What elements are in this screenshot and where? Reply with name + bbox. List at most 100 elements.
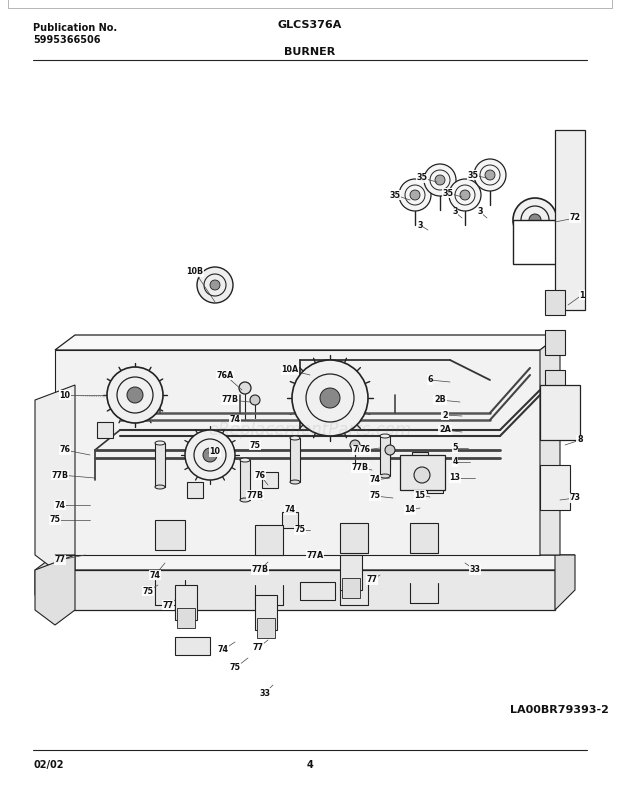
Circle shape [399, 179, 431, 211]
Text: 3: 3 [417, 220, 423, 229]
Text: 1: 1 [579, 290, 585, 300]
Bar [540, 385, 580, 440]
Circle shape [435, 175, 445, 185]
Text: 35: 35 [417, 174, 428, 182]
Polygon shape [540, 335, 560, 555]
Bar [187, 482, 203, 498]
Bar [412, 452, 428, 468]
Text: 75: 75 [249, 440, 260, 450]
Text: 02/02: 02/02 [33, 760, 63, 770]
Circle shape [474, 159, 506, 191]
Bar [282, 512, 298, 528]
Text: 77: 77 [366, 576, 378, 584]
Text: 10B: 10B [187, 267, 203, 277]
Text: 73: 73 [570, 493, 580, 503]
Text: eReplacementParts.com: eReplacementParts.com [208, 421, 412, 439]
Text: 3: 3 [477, 208, 483, 216]
Circle shape [410, 190, 420, 200]
Circle shape [203, 448, 217, 462]
Circle shape [127, 387, 143, 403]
Text: 77: 77 [252, 643, 264, 653]
Circle shape [460, 190, 470, 200]
Bar [545, 370, 565, 395]
Text: 77B: 77B [51, 470, 69, 480]
Text: 76: 76 [254, 470, 265, 480]
Text: 74: 74 [218, 646, 229, 654]
Circle shape [239, 382, 251, 394]
Text: 15: 15 [415, 491, 425, 500]
Polygon shape [55, 350, 540, 555]
Text: 74: 74 [370, 476, 381, 485]
Text: 76: 76 [360, 446, 371, 454]
Text: 77: 77 [55, 556, 66, 565]
Bar [255, 595, 277, 630]
Ellipse shape [155, 485, 165, 489]
Text: Publication No.: Publication No. [33, 23, 117, 33]
Circle shape [449, 179, 481, 211]
Text: 2: 2 [442, 411, 448, 419]
Bar [427, 477, 443, 493]
Text: 75: 75 [50, 515, 61, 524]
Bar [177, 608, 195, 628]
Bar [257, 618, 275, 638]
Bar [340, 555, 362, 590]
Bar [342, 578, 360, 598]
Text: 5995366506: 5995366506 [33, 35, 100, 45]
Bar [380, 436, 390, 476]
Text: 74: 74 [285, 505, 296, 515]
Ellipse shape [155, 441, 165, 445]
Text: 74: 74 [55, 500, 66, 509]
Circle shape [197, 267, 233, 303]
Text: 77: 77 [162, 600, 174, 610]
Text: 35: 35 [389, 190, 401, 200]
Circle shape [485, 170, 495, 180]
Bar [175, 585, 197, 620]
Text: 75: 75 [294, 526, 306, 534]
Bar [155, 520, 185, 550]
Text: 77B: 77B [221, 396, 239, 404]
Circle shape [185, 430, 235, 480]
Circle shape [250, 395, 260, 405]
Bar [545, 290, 565, 315]
Circle shape [513, 198, 557, 242]
Bar [97, 422, 113, 438]
Circle shape [529, 214, 541, 226]
Bar [300, 582, 335, 600]
Circle shape [385, 445, 395, 455]
Bar [410, 523, 438, 553]
Text: 75: 75 [370, 492, 381, 500]
Polygon shape [55, 570, 555, 610]
Text: 33: 33 [469, 565, 481, 574]
Ellipse shape [380, 434, 390, 438]
Text: LA00BR79393-2: LA00BR79393-2 [510, 705, 609, 715]
Text: 72: 72 [569, 213, 580, 223]
Bar [262, 472, 278, 488]
Text: GLCS376A: GLCS376A [278, 20, 342, 30]
Text: 74: 74 [229, 416, 241, 424]
Text: 77B: 77B [252, 565, 268, 574]
Bar [240, 460, 250, 500]
Text: 14: 14 [404, 505, 415, 515]
Text: 2B: 2B [434, 396, 446, 404]
Ellipse shape [380, 474, 390, 478]
Text: 35: 35 [467, 170, 479, 179]
Text: 10: 10 [60, 390, 71, 400]
Text: 5: 5 [452, 443, 458, 453]
Text: 33: 33 [260, 688, 270, 698]
Bar [540, 465, 570, 510]
Text: 35: 35 [443, 189, 453, 197]
Circle shape [210, 280, 220, 290]
Circle shape [320, 388, 340, 408]
Text: 76A: 76A [216, 370, 234, 380]
Text: 13: 13 [450, 473, 461, 482]
Circle shape [424, 164, 456, 196]
Bar [255, 525, 283, 555]
Polygon shape [55, 555, 575, 570]
Text: 76: 76 [60, 446, 71, 454]
Text: 3: 3 [452, 208, 458, 216]
Text: 74: 74 [149, 570, 161, 580]
Text: BURNER: BURNER [285, 47, 335, 57]
Circle shape [292, 360, 368, 436]
Bar [555, 130, 585, 310]
Polygon shape [35, 555, 75, 625]
